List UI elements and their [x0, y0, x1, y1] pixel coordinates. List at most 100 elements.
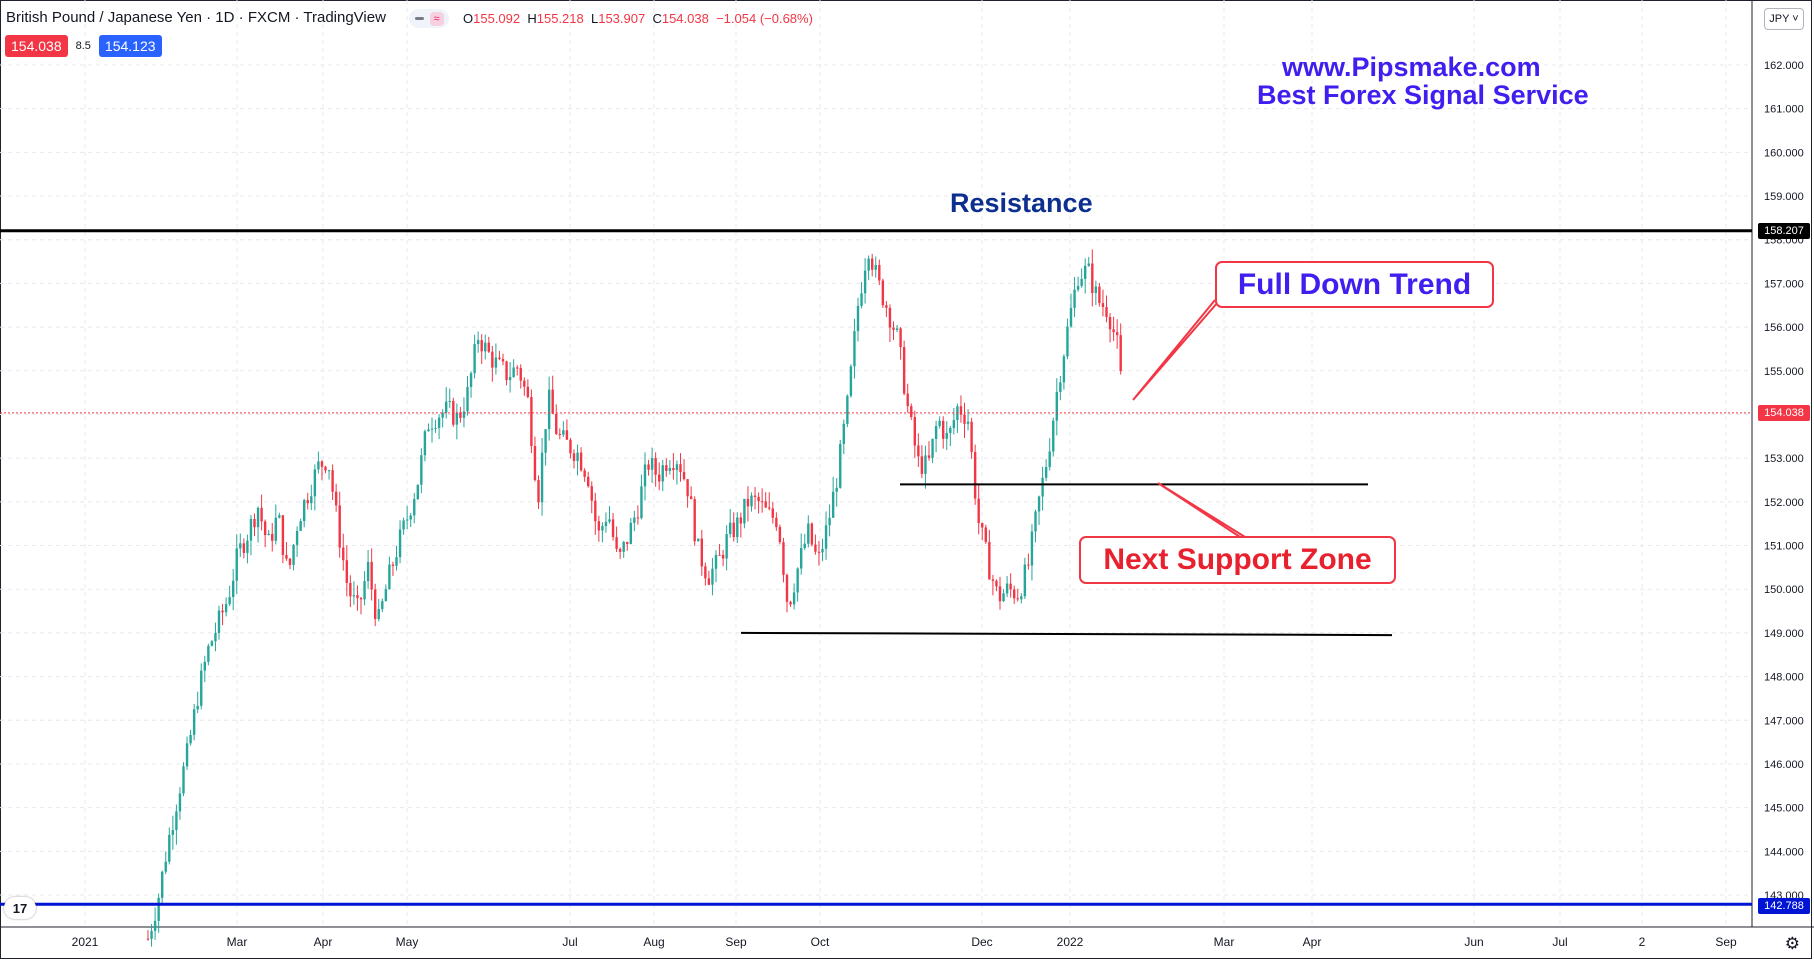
candle-body: [1041, 477, 1044, 497]
candle-body: [537, 480, 540, 503]
candle-body: [647, 464, 650, 470]
price-tick-label: 150.000: [1764, 584, 1804, 596]
price-tick-label: 159.000: [1764, 191, 1804, 203]
high-value: 155.218: [536, 11, 584, 26]
candle-body: [189, 734, 192, 744]
candle-body: [249, 518, 253, 541]
candle-body: [796, 568, 799, 593]
candle-body: [274, 517, 277, 541]
candle-body: [448, 400, 451, 402]
candle-body: [405, 519, 409, 521]
resistance-price-tag: 158.207: [1758, 223, 1810, 239]
gear-icon[interactable]: ⚙: [1784, 934, 1800, 953]
candle-body: [356, 595, 359, 599]
candle-body: [860, 293, 863, 306]
candle-body: [743, 498, 746, 524]
candle-body: [285, 554, 288, 559]
currency-button[interactable]: JPY ˅: [1764, 8, 1804, 30]
candle-body: [224, 604, 228, 613]
candle-body: [459, 412, 462, 418]
time-tick-label: 2: [1639, 935, 1646, 949]
candle-body: [480, 340, 483, 352]
candle-body: [388, 564, 391, 590]
candle-body: [519, 368, 522, 381]
candle-body: [768, 507, 771, 509]
candle-body: [207, 645, 210, 662]
candle-body: [640, 486, 643, 519]
time-tick-label: Apr: [1303, 935, 1322, 949]
price-tick-label: 144.000: [1764, 846, 1804, 858]
candle-body: [775, 517, 778, 528]
candle-body: [413, 499, 416, 516]
candle-body: [299, 521, 302, 531]
candle-body: [952, 420, 956, 429]
low-label: L: [590, 11, 599, 26]
candle-body: [1101, 303, 1105, 308]
time-tick-label: Oct: [811, 935, 830, 949]
candle-body: [601, 526, 604, 531]
candle-body: [402, 520, 405, 530]
collapse-icon[interactable]: [414, 17, 424, 20]
close-label: C: [652, 11, 662, 26]
candle-body: [1112, 329, 1115, 333]
candle-body: [484, 342, 487, 352]
candle-body: [146, 938, 150, 940]
time-tick-label: 2021: [72, 935, 99, 949]
candle-body: [391, 564, 395, 566]
open-value: 155.092: [473, 11, 521, 26]
open-label: O: [463, 11, 474, 26]
candle-body: [892, 327, 895, 330]
candle-body: [384, 589, 388, 602]
candle-body: [214, 632, 217, 642]
time-tick-label: 2022: [1057, 935, 1084, 949]
candle-body: [629, 522, 632, 544]
candle-body: [288, 558, 292, 565]
candle-body: [168, 834, 171, 862]
candle-body: [725, 534, 728, 559]
indicator-toggle[interactable]: ≈: [409, 9, 449, 28]
price-tick-label: 145.000: [1764, 803, 1804, 815]
support-lower-line: [740, 631, 1393, 637]
candle-body: [594, 500, 597, 522]
candle-body: [182, 766, 185, 794]
candle-body: [618, 548, 622, 552]
candle-body: [789, 601, 792, 605]
candle-body: [494, 357, 498, 368]
low-value: 153.907: [598, 11, 646, 26]
price-tick-label: 162.000: [1764, 60, 1804, 72]
symbol-title[interactable]: British Pound / Japanese Yen · 1D · FXCM…: [6, 9, 386, 26]
sell-button[interactable]: 154.038: [5, 35, 68, 57]
candle-body: [253, 518, 256, 528]
candle-body: [1020, 596, 1023, 600]
candle-body: [895, 328, 899, 330]
candle-body: [256, 507, 260, 528]
candle-body: [1048, 451, 1051, 468]
candle-body: [910, 406, 913, 418]
candle-body: [679, 464, 682, 473]
candle-body: [633, 517, 636, 523]
candle-body: [366, 561, 370, 582]
candle-body: [153, 920, 157, 931]
candle-body: [235, 548, 238, 581]
candle-body: [150, 930, 153, 939]
candle-body: [814, 544, 817, 552]
candle-body: [778, 527, 782, 543]
candle-body: [622, 541, 625, 552]
candle-body: [878, 264, 881, 281]
time-tick-label: Mar: [1214, 935, 1235, 949]
candle-body: [260, 507, 263, 522]
candle-body: [246, 540, 249, 553]
candle-body: [675, 464, 679, 471]
buy-button[interactable]: 154.123: [98, 35, 162, 57]
tradingview-logo-icon[interactable]: 17: [4, 897, 36, 919]
candle-body: [512, 367, 515, 378]
wave-icon[interactable]: ≈: [429, 11, 444, 26]
candle-body: [942, 420, 945, 439]
watermark-site: www.Pipsmake.com: [1282, 52, 1541, 82]
candle-body: [636, 517, 640, 519]
candle-body: [526, 386, 530, 397]
candle-body: [817, 551, 821, 553]
candle-body: [1084, 265, 1087, 279]
price-tick-label: 147.000: [1764, 715, 1804, 727]
